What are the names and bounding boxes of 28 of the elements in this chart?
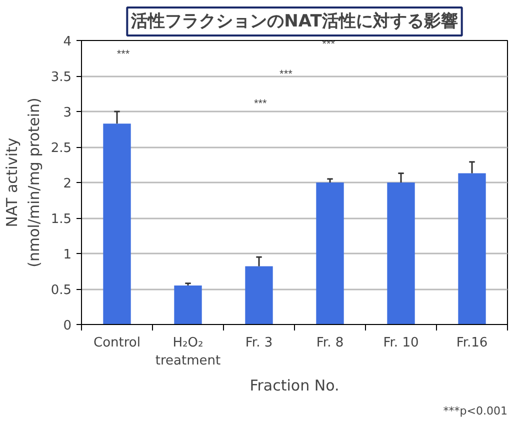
bar (174, 285, 202, 324)
annotation: *** (116, 48, 130, 60)
text: ***p<0.001 (443, 404, 508, 418)
x-tick-label: Fr. 10 (383, 336, 419, 350)
bar (103, 124, 131, 324)
bar (387, 182, 415, 324)
bar (245, 266, 273, 324)
y-tick-label: 0.5 (50, 283, 72, 298)
bar (316, 182, 344, 324)
x-tick-label: Fr.16 (456, 336, 488, 350)
y-tick-label: 3.5 (50, 70, 72, 85)
y-axis-title: NAT activity (nmol/min/mg protein) (3, 98, 43, 268)
annotation: *** (280, 68, 294, 80)
annotation: *** (254, 98, 268, 110)
chart-title: 活性フラクションのNAT活性に対する影響 (130, 12, 458, 32)
y-tick-label: 2 (63, 176, 72, 192)
y-tick-label: 2.5 (50, 141, 72, 156)
x-tick-label: Control (94, 336, 141, 350)
y-tick-label: 4 (63, 34, 72, 50)
y-tick-label: 0 (63, 318, 72, 334)
x-axis-title: Fraction No. (250, 376, 340, 394)
x-tick-label: Fr. 8 (316, 336, 344, 350)
y-tick-label: 3 (63, 106, 72, 120)
y-tick-label: 1.5 (50, 212, 72, 227)
bar (458, 173, 486, 324)
x-tick-label: Fr. 3 (245, 336, 273, 350)
x-tick-label: H₂O₂ treatment (155, 336, 221, 368)
y-tick-label: 1 (63, 248, 72, 262)
